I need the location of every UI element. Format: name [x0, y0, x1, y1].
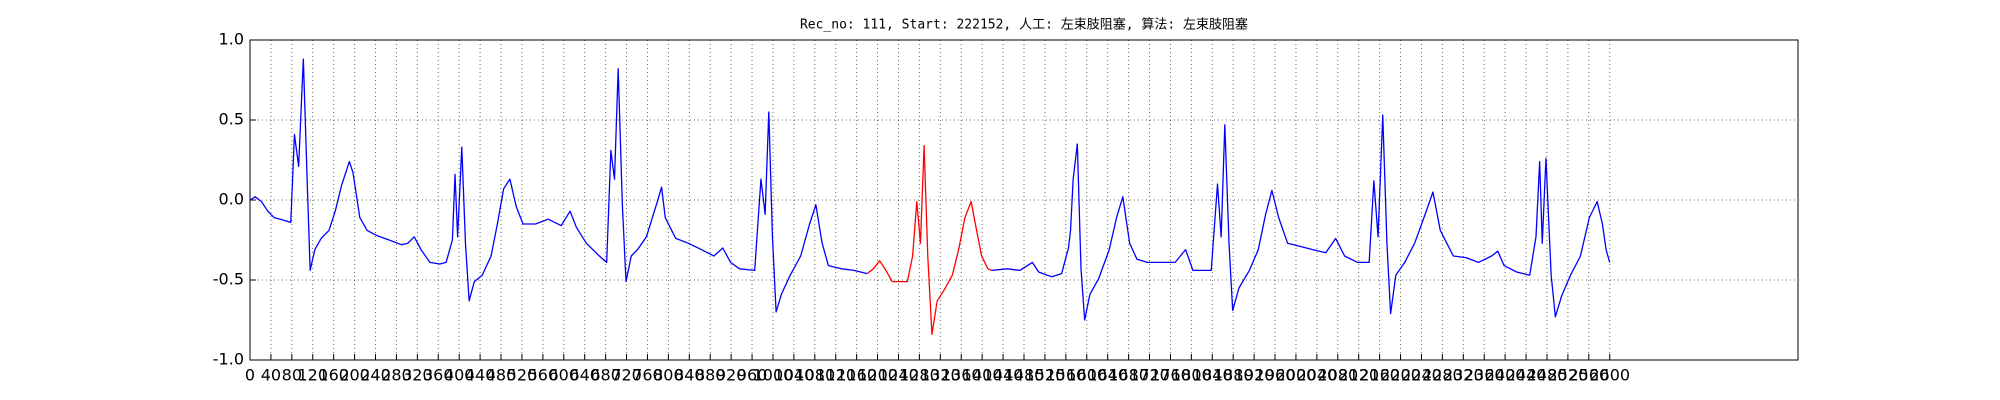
x-tick-label: 1280: [899, 366, 940, 385]
x-tick-label: 1560: [1045, 366, 1086, 385]
x-tick-label: 440: [465, 366, 496, 385]
x-tick-label: 840: [674, 366, 705, 385]
x-tick-label: 1840: [1192, 366, 1233, 385]
x-tick-label: 80: [282, 366, 302, 385]
x-tick-label: 1520: [1025, 366, 1066, 385]
x-tick-label: 520: [507, 366, 538, 385]
x-tick-label: 280: [381, 366, 412, 385]
x-tick-label: 2280: [1422, 366, 1463, 385]
x-tick-label: 480: [486, 366, 517, 385]
x-tick-label: 120: [297, 366, 328, 385]
x-tick-label: 1960: [1255, 366, 1296, 385]
x-tick-label: 1640: [1087, 366, 1128, 385]
x-tick-label: 1880: [1213, 366, 1254, 385]
x-tick-label: 240: [360, 366, 391, 385]
x-tick-label: 2560: [1568, 366, 1609, 385]
x-tick-label: 1040: [774, 366, 815, 385]
x-tick-label: 1680: [1108, 366, 1149, 385]
x-tick-label: 40: [261, 366, 281, 385]
x-tick-label: 1720: [1129, 366, 1170, 385]
x-tick-label: 2000: [1276, 366, 1317, 385]
x-tick-label: 2040: [1297, 366, 1338, 385]
x-tick-label: 360: [423, 366, 454, 385]
x-tick-label: 320: [402, 366, 433, 385]
x-tick-label: 1400: [962, 366, 1003, 385]
x-tick-label: 600: [549, 366, 580, 385]
x-tick-label: 960: [737, 366, 768, 385]
x-tick-label: 1480: [1004, 366, 1045, 385]
x-tick-label: 2200: [1380, 366, 1421, 385]
y-tick-label: -1.0: [213, 350, 244, 369]
y-tick-label: -0.5: [213, 270, 244, 289]
x-tick-label: 2160: [1359, 366, 1400, 385]
x-tick-label: 2360: [1464, 366, 1505, 385]
y-tick-label: 0.5: [219, 110, 244, 129]
x-tick-label: 2520: [1548, 366, 1589, 385]
x-tick-label: 1800: [1171, 366, 1212, 385]
x-tick-label: 1600: [1066, 366, 1107, 385]
x-tick-label: 1320: [920, 366, 961, 385]
chart-title: Rec_no: 111, Start: 222152, 人工: 左束肢阻塞, 算…: [800, 17, 1248, 33]
x-tick-label: 720: [611, 366, 642, 385]
x-tick-label: 0: [245, 366, 255, 385]
x-tick-label: 1120: [815, 366, 856, 385]
signal-line: [866, 144, 992, 336]
x-tick-label: 1160: [836, 366, 877, 385]
y-tick-label: 0.0: [219, 190, 244, 209]
x-tick-label: 2600: [1589, 366, 1630, 385]
x-tick-label: 200: [339, 366, 370, 385]
x-tick-label: 1920: [1234, 366, 1275, 385]
x-tick-label: 2240: [1401, 366, 1442, 385]
y-tick-label: 1.0: [219, 30, 244, 49]
x-tick-label: 560: [528, 366, 559, 385]
x-tick-label: 2440: [1506, 366, 1547, 385]
x-tick-label: 800: [653, 366, 684, 385]
x-tick-label: 2120: [1338, 366, 1379, 385]
x-tick-label: 1360: [941, 366, 982, 385]
x-tick-label: 880: [695, 366, 726, 385]
x-tick-label: 2080: [1317, 366, 1358, 385]
x-tick-label: 1200: [857, 366, 898, 385]
signal-line: [249, 58, 868, 313]
x-tick-label: 2320: [1443, 366, 1484, 385]
x-tick-label: 400: [444, 366, 475, 385]
x-tick-label: 1240: [878, 366, 919, 385]
x-tick-label: 760: [632, 366, 663, 385]
x-tick-label: 160: [318, 366, 349, 385]
x-tick-label: 1000: [753, 366, 794, 385]
x-tick-label: 1760: [1150, 366, 1191, 385]
x-tick-label: 2480: [1527, 366, 1568, 385]
x-tick-label: 680: [590, 366, 621, 385]
signal-line: [991, 114, 1611, 321]
x-tick-label: 2400: [1485, 366, 1526, 385]
x-tick-label: 1080: [794, 366, 835, 385]
x-tick-label: 640: [569, 366, 600, 385]
plot-frame: [249, 39, 1799, 361]
x-tick-label: 1440: [983, 366, 1024, 385]
x-tick-label: 920: [716, 366, 747, 385]
